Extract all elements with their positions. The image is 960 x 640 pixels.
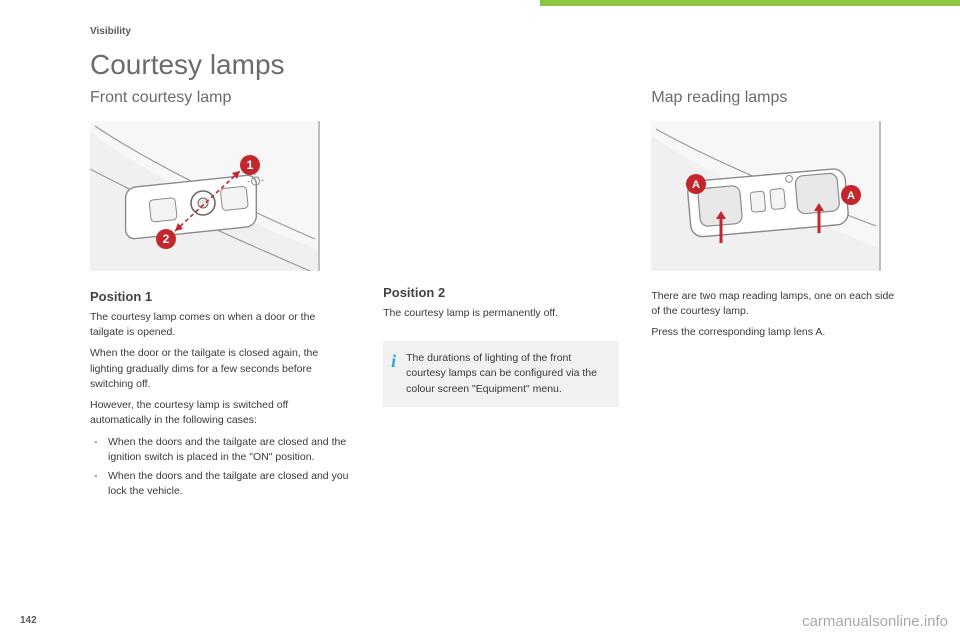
heading-position-2: Position 2 (383, 285, 619, 300)
badge-a-right: A (847, 190, 855, 202)
badge-2: 2 (163, 232, 170, 246)
p-mid-1: The courtesy lamp is permanently off. (383, 306, 619, 321)
subhead-map-reading: Map reading lamps (651, 89, 900, 107)
courtesy-lamp-diagram: 1 2 (90, 121, 320, 271)
position1-list: When the doors and the tailgate are clos… (90, 435, 351, 500)
badge-1: 1 (247, 158, 254, 172)
map-reading-diagram: A A (651, 121, 881, 271)
p3-text: However, the courtesy lamp is switched o… (90, 398, 351, 428)
subhead-front-courtesy: Front courtesy lamp (90, 89, 351, 107)
page-number: 142 (20, 615, 37, 626)
col-map-reading: Map reading lamps (651, 89, 900, 503)
map-reading-body: There are two map reading lamps, one on … (651, 289, 900, 341)
subhead-placeholder-mid (383, 89, 619, 107)
p-right-1: There are two map reading lamps, one on … (651, 289, 900, 319)
columns: Front courtesy lamp (90, 89, 900, 503)
info-text: The durations of lighting of the front c… (406, 351, 607, 397)
figure-spacer-mid (383, 121, 619, 285)
position1-body: The courtesy lamp comes on when a door o… (90, 310, 351, 499)
list-item: When the doors and the tailgate are clos… (90, 435, 351, 465)
figure-front-courtesy: 1 2 (90, 121, 320, 271)
page-content: Visibility Courtesy lamps Front courtesy… (0, 0, 960, 503)
p2-text: When the door or the tailgate is closed … (90, 346, 351, 392)
col-position-2: Position 2 The courtesy lamp is permanen… (383, 89, 619, 503)
info-box: i The durations of lighting of the front… (383, 341, 619, 407)
col-front-courtesy: Front courtesy lamp (90, 89, 351, 503)
top-accent-bar (540, 0, 960, 6)
badge-a-left: A (692, 179, 700, 191)
breadcrumb: Visibility (90, 26, 900, 37)
heading-position-1: Position 1 (90, 289, 351, 304)
info-icon: i (391, 351, 396, 370)
position2-body: The courtesy lamp is permanently off. (383, 306, 619, 321)
page-title: Courtesy lamps (90, 49, 900, 81)
p1-text: The courtesy lamp comes on when a door o… (90, 310, 351, 340)
list-item: When the doors and the tailgate are clos… (90, 469, 351, 499)
watermark: carmanualsonline.info (802, 613, 948, 630)
figure-map-reading: A A (651, 121, 881, 271)
p-right-2: Press the corresponding lamp lens A. (651, 325, 900, 340)
